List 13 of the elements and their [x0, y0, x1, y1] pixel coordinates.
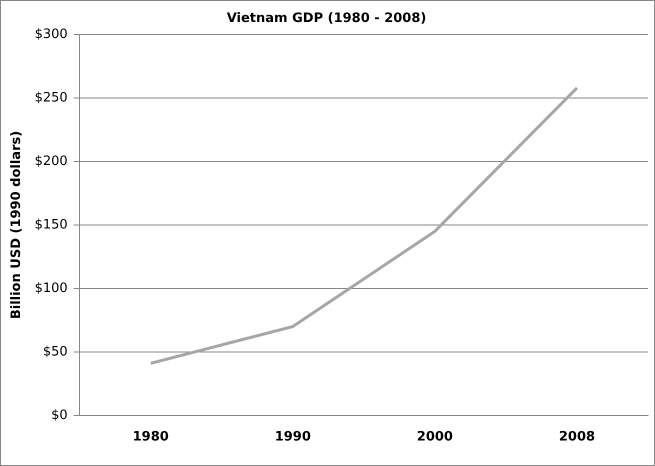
y-tick-label: $50 — [42, 344, 68, 360]
y-axis-title: Billion USD (1990 dollars) — [9, 130, 24, 320]
y-tick-label: $300 — [34, 26, 68, 42]
y-tick-label: $100 — [34, 280, 68, 296]
x-tick-label: 2000 — [416, 430, 453, 445]
x-tick-label: 2008 — [558, 430, 596, 445]
chart-title: Vietnam GDP (1980 - 2008) — [226, 11, 426, 26]
y-tick-label: $200 — [34, 154, 68, 169]
x-tick-label: 1980 — [132, 430, 169, 445]
y-tick-label: $150 — [34, 217, 68, 232]
x-tick-label: 1990 — [274, 430, 311, 445]
y-tick-label: $0 — [51, 408, 68, 423]
y-tick-label: $250 — [34, 90, 68, 106]
